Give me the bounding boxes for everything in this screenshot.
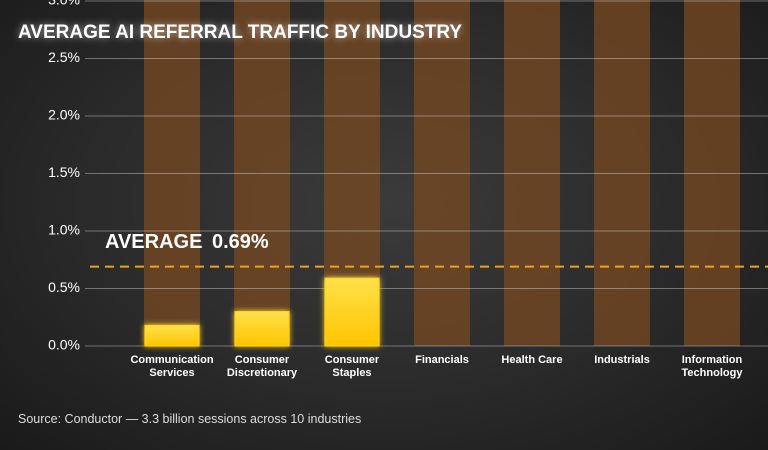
x-tick-label: Industrials — [594, 354, 650, 366]
y-tick-label: 1.5% — [48, 164, 80, 180]
y-tick-label: 2.0% — [48, 107, 80, 123]
x-tick-label: Consumer Staples — [324, 354, 380, 379]
y-tick-label: 1.0% — [48, 222, 80, 238]
column-stripe — [234, 0, 290, 346]
bar — [324, 277, 380, 347]
x-tick-label: Information Technology — [681, 354, 743, 379]
x-tick-label: Consumer Discretionary — [226, 354, 298, 379]
column-stripe — [144, 0, 200, 346]
column-stripe — [594, 0, 650, 346]
x-tick-label: Financials — [415, 354, 469, 366]
y-tick-label: 2.5% — [48, 49, 80, 65]
x-tick-label: Communication Services — [130, 354, 214, 379]
column-stripe — [684, 0, 740, 346]
column-stripe — [414, 0, 470, 346]
y-tick-label: 0.5% — [48, 279, 80, 295]
column-stripe — [504, 0, 560, 346]
average-value: 0.69% — [212, 231, 269, 253]
x-tick-label: Health Care — [501, 354, 563, 366]
chart-title: AVERAGE AI REFERRAL TRAFFIC BY INDUSTRY — [18, 22, 463, 43]
y-tick-label: 3.0% — [48, 0, 80, 8]
source-note: Source: Conductor — 3.3 billion sessions… — [18, 412, 362, 426]
column-stripes — [144, 0, 740, 346]
y-tick-label: 0.0% — [48, 337, 80, 353]
average-label: AVERAGE — [105, 231, 202, 253]
bar — [234, 311, 290, 347]
bar — [144, 324, 200, 347]
